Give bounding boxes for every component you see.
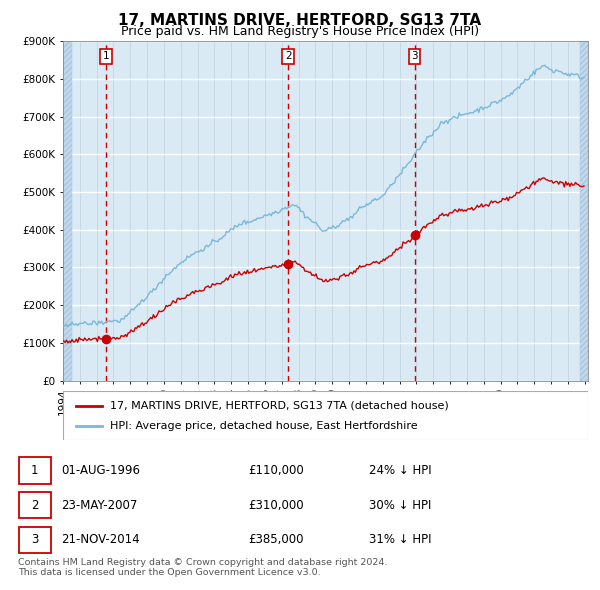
Text: 01-AUG-1996: 01-AUG-1996 xyxy=(61,464,140,477)
Text: 31% ↓ HPI: 31% ↓ HPI xyxy=(369,533,431,546)
Text: 21-NOV-2014: 21-NOV-2014 xyxy=(61,533,140,546)
Text: £310,000: £310,000 xyxy=(248,499,304,512)
Text: Contains HM Land Registry data © Crown copyright and database right 2024.
This d: Contains HM Land Registry data © Crown c… xyxy=(18,558,388,577)
Text: 2: 2 xyxy=(31,499,38,512)
Text: 23-MAY-2007: 23-MAY-2007 xyxy=(61,499,137,512)
Text: 24% ↓ HPI: 24% ↓ HPI xyxy=(369,464,432,477)
Bar xyxy=(580,41,588,381)
Text: 3: 3 xyxy=(31,533,38,546)
Text: 17, MARTINS DRIVE, HERTFORD, SG13 7TA (detached house): 17, MARTINS DRIVE, HERTFORD, SG13 7TA (d… xyxy=(110,401,449,411)
Text: 2: 2 xyxy=(285,51,292,61)
Bar xyxy=(63,41,72,381)
Bar xyxy=(19,492,50,519)
Text: 17, MARTINS DRIVE, HERTFORD, SG13 7TA: 17, MARTINS DRIVE, HERTFORD, SG13 7TA xyxy=(118,13,482,28)
Text: £385,000: £385,000 xyxy=(248,533,304,546)
Bar xyxy=(19,457,50,484)
Text: Price paid vs. HM Land Registry's House Price Index (HPI): Price paid vs. HM Land Registry's House … xyxy=(121,25,479,38)
Text: 1: 1 xyxy=(103,51,110,61)
Text: 3: 3 xyxy=(411,51,418,61)
Text: HPI: Average price, detached house, East Hertfordshire: HPI: Average price, detached house, East… xyxy=(110,421,418,431)
Text: £110,000: £110,000 xyxy=(248,464,304,477)
Bar xyxy=(19,527,50,553)
Text: 1: 1 xyxy=(31,464,38,477)
Text: 30% ↓ HPI: 30% ↓ HPI xyxy=(369,499,431,512)
